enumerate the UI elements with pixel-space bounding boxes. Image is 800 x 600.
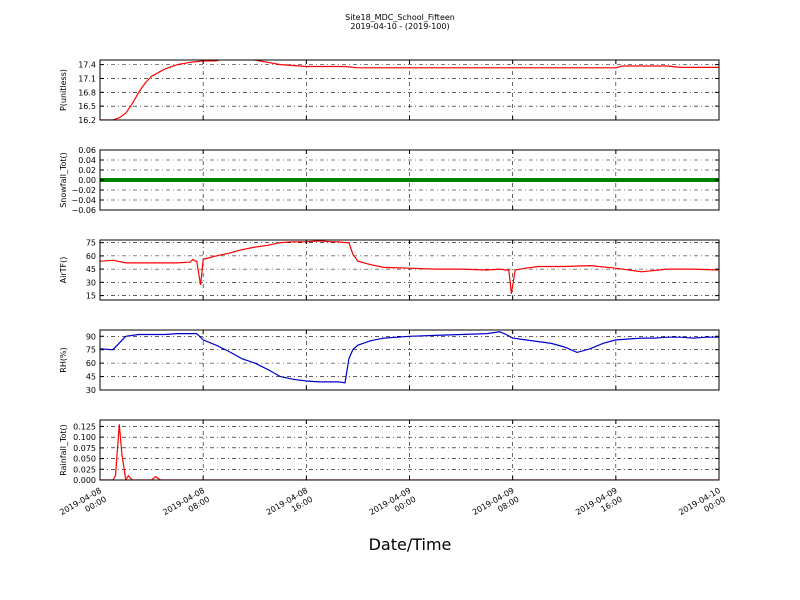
- y-tick-label: 60: [86, 359, 96, 368]
- y-tick-label: 45: [86, 265, 96, 274]
- panel-2: −0.06−0.04−0.020.000.020.040.06 Snowfall_…: [59, 146, 720, 215]
- y-tick-label: 30: [86, 278, 96, 287]
- y-tick-label: 0.02: [78, 166, 96, 175]
- series-line: [100, 331, 719, 384]
- y-tick-label: 0.125: [73, 422, 96, 431]
- y-axis-label: RH(%): [59, 347, 68, 372]
- y-tick-label: 0.075: [73, 444, 96, 453]
- x-tick-label: 2019-04-0916:00: [574, 486, 624, 526]
- series-line: [100, 60, 719, 120]
- y-tick-label: 0.025: [73, 465, 96, 474]
- y-tick-label: 90: [86, 332, 96, 341]
- series-line: [100, 424, 719, 480]
- x-tick-label: 2019-04-1000:00: [677, 486, 727, 526]
- y-axis-label: Rainfall_Tot(): [59, 424, 68, 476]
- y-tick-label: 16.8: [78, 88, 96, 97]
- x-tick-label: 2019-04-0900:00: [368, 486, 418, 526]
- y-tick-label: 75: [86, 346, 96, 355]
- y-tick-label: 0.100: [73, 433, 96, 442]
- x-tick-label: 2019-04-0800:00: [58, 486, 108, 526]
- y-tick-label: 17.4: [78, 61, 96, 70]
- y-tick-label: 17.1: [78, 74, 96, 83]
- y-tick-label: 0.04: [78, 156, 96, 165]
- y-tick-label: −0.06: [71, 206, 96, 215]
- figure-title: Site18_MDC_School_Fifteen: [345, 13, 455, 22]
- x-tick-label: 2019-04-0908:00: [471, 486, 521, 526]
- y-tick-label: −0.04: [71, 196, 96, 205]
- y-axis-label: Snowfall_Tot(): [59, 152, 68, 208]
- y-tick-label: 30: [86, 386, 96, 395]
- series-line: [100, 240, 719, 294]
- y-axis-label: P(unitless): [59, 69, 68, 111]
- y-tick-label: 75: [86, 239, 96, 248]
- figure-subtitle: 2019-04-10 - (2019-100): [350, 22, 449, 31]
- y-tick-label: 0.00: [78, 176, 96, 185]
- y-tick-label: 45: [86, 373, 96, 382]
- y-tick-label: 60: [86, 252, 96, 261]
- x-tick-label: 2019-04-0808:00: [161, 486, 211, 526]
- y-tick-label: 0.06: [78, 146, 96, 155]
- panel-1: 16.2 16.5 16.8 17.1 17.4 P(unitless): [59, 59, 720, 125]
- y-axis-label: AirTF(): [59, 257, 68, 284]
- x-axis-label: Date/Time: [369, 535, 452, 554]
- x-tick-label: 2019-04-0816:00: [265, 486, 315, 526]
- y-tick-label: −0.02: [71, 186, 96, 195]
- panel-3: 15 30 45 60 75 AirTF(): [59, 239, 720, 301]
- y-tick-label: 0.000: [73, 476, 96, 485]
- y-tick-label: 16.2: [78, 116, 96, 125]
- y-tick-label: 0.050: [73, 455, 96, 464]
- x-tick-labels: 2019-04-0800:00 2019-04-0808:00 2019-04-08…: [58, 486, 727, 526]
- y-tick-label: 16.5: [78, 102, 96, 111]
- y-tick-label: 15: [86, 292, 96, 301]
- panels: 16.216.516.817.117.4P(unitless)−0.06−0.0…: [59, 59, 720, 485]
- panel-4: 30 45 60 75 90 RH(%): [59, 329, 720, 395]
